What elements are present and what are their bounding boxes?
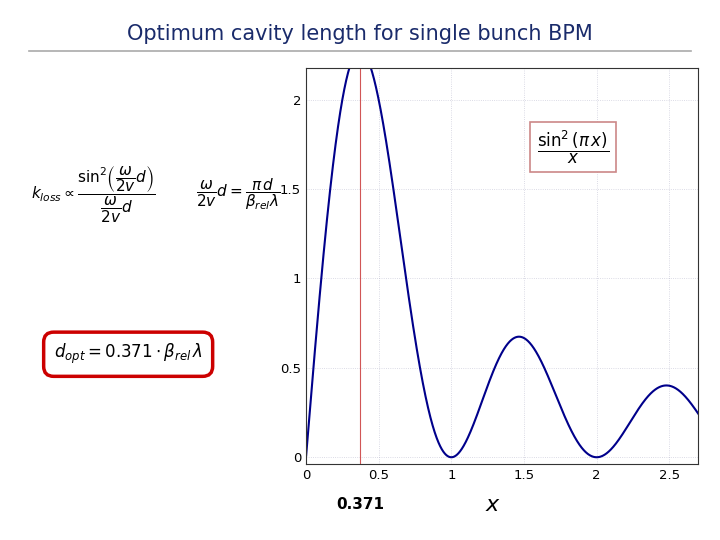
Text: $x$: $x$ [485,494,501,516]
Text: $\dfrac{\sin^2(\pi\, x)}{x}$: $\dfrac{\sin^2(\pi\, x)}{x}$ [537,128,609,166]
Text: 0.371: 0.371 [336,497,384,512]
Text: Optimum cavity length for single bunch BPM: Optimum cavity length for single bunch B… [127,24,593,44]
Text: $k_{loss} \propto \dfrac{\sin^2\!\left(\dfrac{\omega}{2v}d\right)}{\dfrac{\omega: $k_{loss} \propto \dfrac{\sin^2\!\left(\… [31,164,156,225]
Text: $\dfrac{\omega}{2v}d = \dfrac{\pi\, d}{\beta_{rel}\lambda}$: $\dfrac{\omega}{2v}d = \dfrac{\pi\, d}{\… [196,177,279,212]
Text: $d_{opt} = 0.371 \cdot \beta_{rel}\,\lambda$: $d_{opt} = 0.371 \cdot \beta_{rel}\,\lam… [54,342,202,366]
